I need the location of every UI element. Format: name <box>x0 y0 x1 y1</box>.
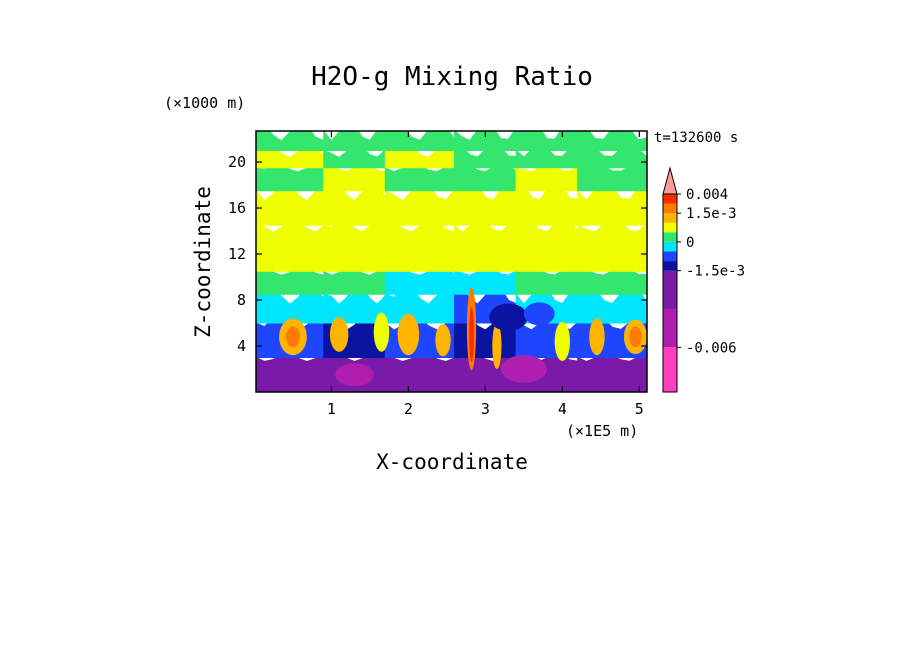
field-region <box>577 180 647 226</box>
colorbar-extension <box>662 166 678 195</box>
field-region <box>256 353 325 392</box>
field-core <box>397 313 420 356</box>
colorbar-swatch <box>663 308 677 348</box>
field-core <box>469 306 474 363</box>
field-region <box>454 217 517 272</box>
x-tick-label: 3 <box>481 400 490 418</box>
colorbar-swatch <box>663 251 677 262</box>
y-tick-label: 16 <box>228 199 246 217</box>
field-region <box>256 131 325 152</box>
colorbar-label: 0 <box>686 235 694 251</box>
field-core <box>373 312 390 352</box>
x-tick-label: 4 <box>558 400 567 418</box>
colorbar-swatch <box>663 270 677 309</box>
field-core <box>335 363 374 387</box>
colorbar-label: -0.006 <box>686 340 737 356</box>
y-tick-label: 4 <box>237 337 246 355</box>
x-unit-label: (×1E5 m) <box>566 422 638 440</box>
colorbar-swatch <box>663 261 677 271</box>
plot-field <box>256 131 647 392</box>
field-region <box>577 217 647 272</box>
field-core <box>435 324 451 357</box>
y-tick-label: 12 <box>228 245 246 263</box>
field-region <box>384 218 456 272</box>
field-region <box>384 353 456 392</box>
field-region <box>323 131 386 152</box>
field-region <box>577 131 647 152</box>
x-axis-label: X-coordinate <box>376 450 528 474</box>
y-axis: 4 8 12 16 20 <box>228 153 647 355</box>
y-unit-label: (×1000 m) <box>164 94 245 112</box>
x-tick-label: 2 <box>404 400 413 418</box>
field-core <box>629 326 642 348</box>
time-label: t=132600 s <box>654 130 738 146</box>
colorbar-frame <box>662 193 678 393</box>
colorbar-swatch <box>663 203 677 214</box>
colorbar-swatch <box>663 241 677 252</box>
field-core <box>500 355 547 383</box>
field-region <box>515 217 579 272</box>
x-tick-label: 5 <box>635 400 644 418</box>
colorbar: 0.004 1.5e-3 0 -1.5e-3 -0.006 <box>662 166 745 393</box>
y-axis-label: Z-coordinate <box>191 186 215 338</box>
field-core <box>492 323 502 370</box>
field-core <box>286 326 300 348</box>
field-core <box>589 318 605 356</box>
colorbar-swatch <box>663 194 677 204</box>
x-axis: 1 2 3 4 5 <box>327 131 644 418</box>
field-core <box>554 321 571 361</box>
colorbar-swatch <box>663 232 677 242</box>
colorbar-label: -1.5e-3 <box>686 264 745 280</box>
field-region <box>577 353 647 392</box>
field-region <box>256 218 325 272</box>
colorbar-label: 1.5e-3 <box>686 206 737 222</box>
colorbar-swatch <box>663 347 677 392</box>
chart-title: H2O-g Mixing Ratio <box>311 62 593 92</box>
field-region <box>384 131 456 152</box>
field-region <box>515 131 579 152</box>
field-region <box>323 218 386 272</box>
colorbar-swatch <box>663 222 677 233</box>
field-core <box>489 303 528 332</box>
colorbar-swatch <box>663 213 677 223</box>
y-tick-label: 20 <box>228 153 246 171</box>
field-core <box>329 317 349 352</box>
field-core <box>523 302 555 326</box>
colorbar-label: 0.004 <box>686 187 728 203</box>
plot-frame <box>255 130 648 393</box>
x-tick-label: 1 <box>327 400 336 418</box>
y-tick-label: 8 <box>237 291 246 309</box>
